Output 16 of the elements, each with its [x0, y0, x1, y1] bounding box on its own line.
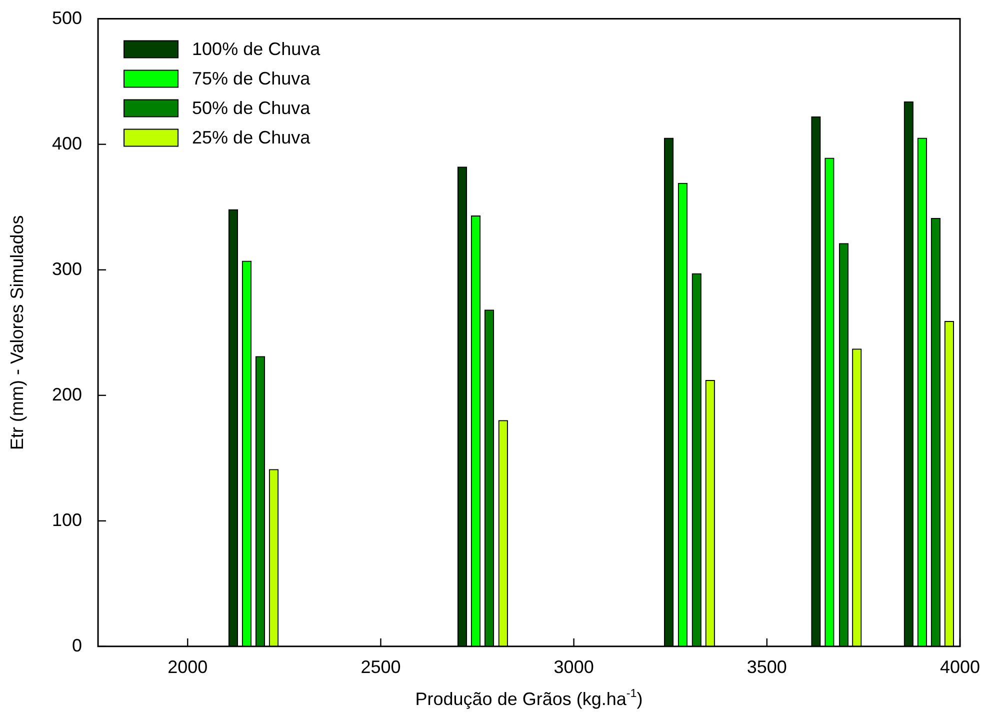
y-tick-label: 300 — [52, 258, 82, 279]
legend-label: 50% de Chuva — [192, 98, 312, 118]
y-tick-label: 500 — [52, 8, 82, 28]
legend-label: 75% de Chuva — [192, 68, 312, 88]
legend-label: 25% de Chuva — [192, 127, 312, 148]
x-tick-label: 4000 — [940, 657, 980, 678]
x-tick-label: 2500 — [360, 657, 401, 678]
y-tick-label: 100 — [52, 510, 82, 530]
y-tick-label: 200 — [52, 384, 82, 404]
x-tick-label: 3000 — [554, 657, 594, 678]
y-tick-label: 400 — [52, 133, 82, 154]
y-axis-title: Etr (mm) - Valores Simulados — [6, 215, 27, 450]
x-tick-label: 3500 — [746, 657, 787, 678]
x-tick-label: 2000 — [168, 657, 208, 678]
legend-label: 100% de Chuva — [192, 38, 322, 59]
y-tick-label: 0 — [72, 635, 82, 656]
